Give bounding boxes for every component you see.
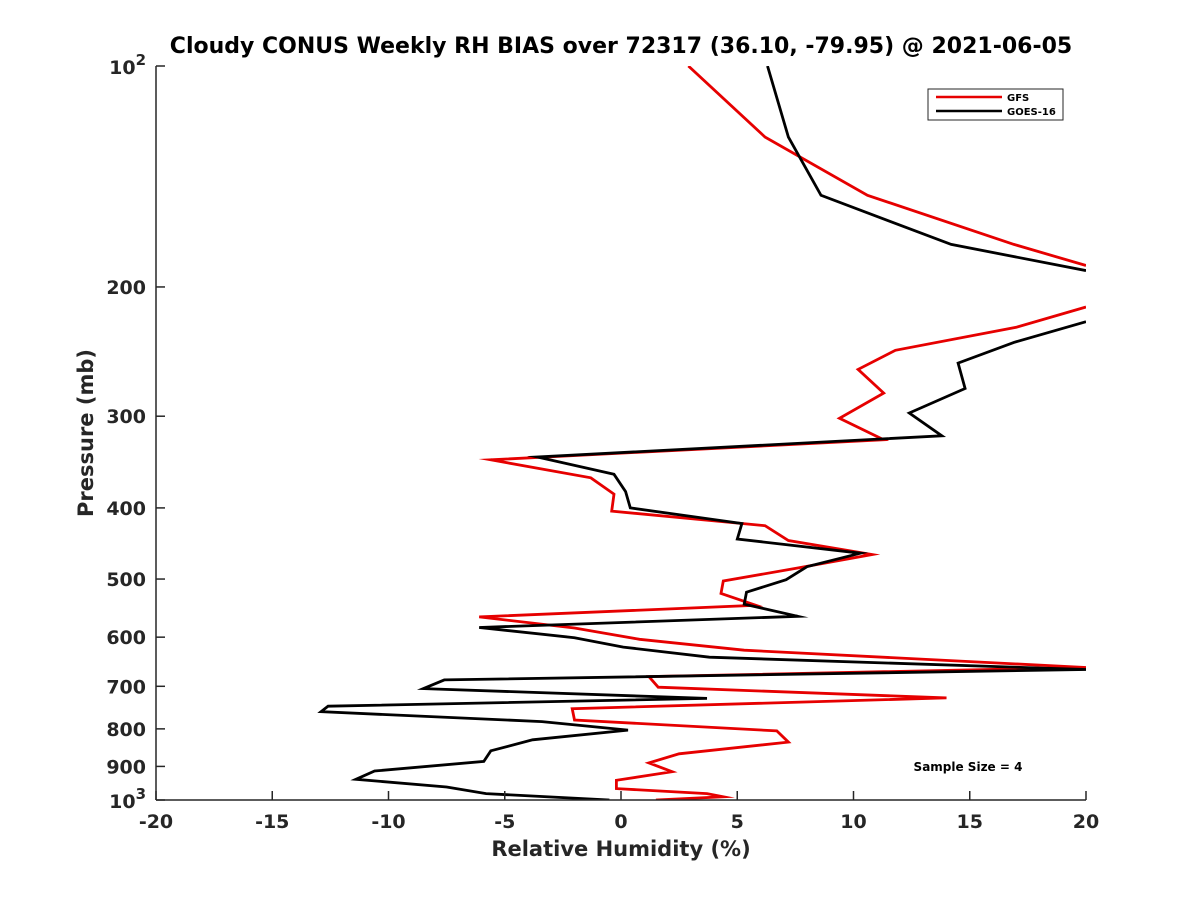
x-ticks: -20 -15 -10 -5 0 5 10 15 20	[139, 791, 1099, 833]
x-tick-label: 20	[1073, 811, 1099, 833]
series-line-gfs	[478, 66, 1086, 800]
series-line-goes-16	[317, 66, 1086, 800]
legend-label-goes16: GOES-16	[1007, 107, 1056, 118]
legend-box	[927, 88, 1064, 121]
x-tick-label: 5	[731, 811, 744, 833]
y-tick-base: 10	[109, 791, 135, 813]
y-tick-label: 800	[106, 719, 146, 741]
x-tick-label: 0	[614, 811, 627, 833]
series-layer	[317, 66, 1086, 800]
y-tick-label: 700	[106, 676, 146, 698]
x-tick-label: -20	[139, 811, 173, 833]
y-tick-label: 200	[106, 277, 146, 299]
x-tick-label: 10	[840, 811, 866, 833]
y-tick-label: 900	[106, 756, 146, 778]
y-tick-label: 103	[109, 785, 146, 813]
y-tick-label: 600	[106, 627, 146, 649]
x-axis-label: Relative Humidity (%)	[491, 837, 750, 861]
y-tick-exponent: 2	[136, 51, 146, 69]
y-tick-label: 102	[109, 51, 146, 79]
sample-size-annotation: Sample Size = 4	[914, 760, 1023, 774]
x-tick-label: 15	[957, 811, 983, 833]
y-tick-label: 300	[106, 406, 146, 428]
plot-area: -20 -15 -10 -5 0 5 10 15 20 10220030040050060070…	[106, 51, 1099, 833]
y-tick-exponent: 3	[136, 785, 146, 803]
legend-label-gfs: GFS	[1007, 93, 1029, 104]
y-axis-label: Pressure (mb)	[74, 349, 98, 517]
chart-title: Cloudy CONUS Weekly RH BIAS over 72317 (…	[170, 34, 1072, 59]
x-tick-label: -5	[494, 811, 515, 833]
legend: GFS GOES-16	[927, 88, 1064, 121]
x-tick-label: -15	[255, 811, 289, 833]
y-tick-label: 400	[106, 498, 146, 520]
y-tick-base: 10	[109, 57, 135, 79]
x-tick-label: -10	[371, 811, 405, 833]
y-tick-label: 500	[106, 569, 146, 591]
